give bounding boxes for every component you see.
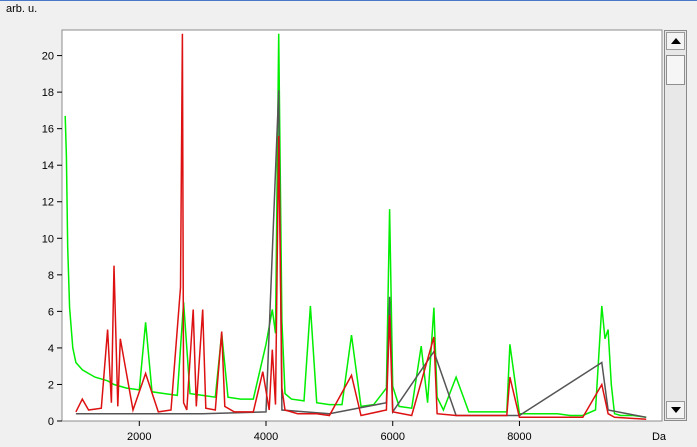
y-tick-label: 16 <box>42 124 54 136</box>
x-tick-label: 8000 <box>507 431 531 443</box>
y-tick-label: 2 <box>48 379 54 391</box>
x-axis-unit-label: Da <box>652 431 667 443</box>
scroll-down-button[interactable] <box>666 401 685 419</box>
triangle-down-icon <box>670 407 681 413</box>
y-axis-unit-label: arb. u. <box>6 3 38 15</box>
y-tick-label: 8 <box>48 270 54 282</box>
scroll-up-button[interactable] <box>666 32 685 50</box>
y-tick-label: 0 <box>48 416 54 428</box>
y-tick-label: 12 <box>42 197 54 209</box>
y-tick-label: 14 <box>42 160 54 172</box>
y-tick-label: 4 <box>48 343 54 355</box>
y-tick-label: 6 <box>48 306 54 318</box>
axis-layer: 0 2 4 6 8 10 12 14 16 18 20 2000 4000 6000 8000 Da <box>42 51 667 443</box>
x-tick-label: 6000 <box>380 431 404 443</box>
x-tick-label: 2000 <box>127 431 151 443</box>
spectrum-series-0 <box>64 33 647 419</box>
y-tick-label: 18 <box>42 87 54 99</box>
y-tick-label: 20 <box>42 51 54 63</box>
vertical-scrollbar[interactable] <box>664 30 687 421</box>
scroll-thumb[interactable] <box>666 55 685 85</box>
y-tick-label: 10 <box>42 233 54 245</box>
triangle-up-icon <box>670 38 681 44</box>
series-layer <box>64 33 647 420</box>
plot-area <box>61 29 663 422</box>
spectrum-series-2 <box>75 33 647 420</box>
x-tick-label: 4000 <box>254 431 278 443</box>
